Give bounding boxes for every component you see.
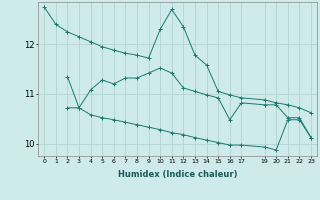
- X-axis label: Humidex (Indice chaleur): Humidex (Indice chaleur): [118, 170, 237, 179]
